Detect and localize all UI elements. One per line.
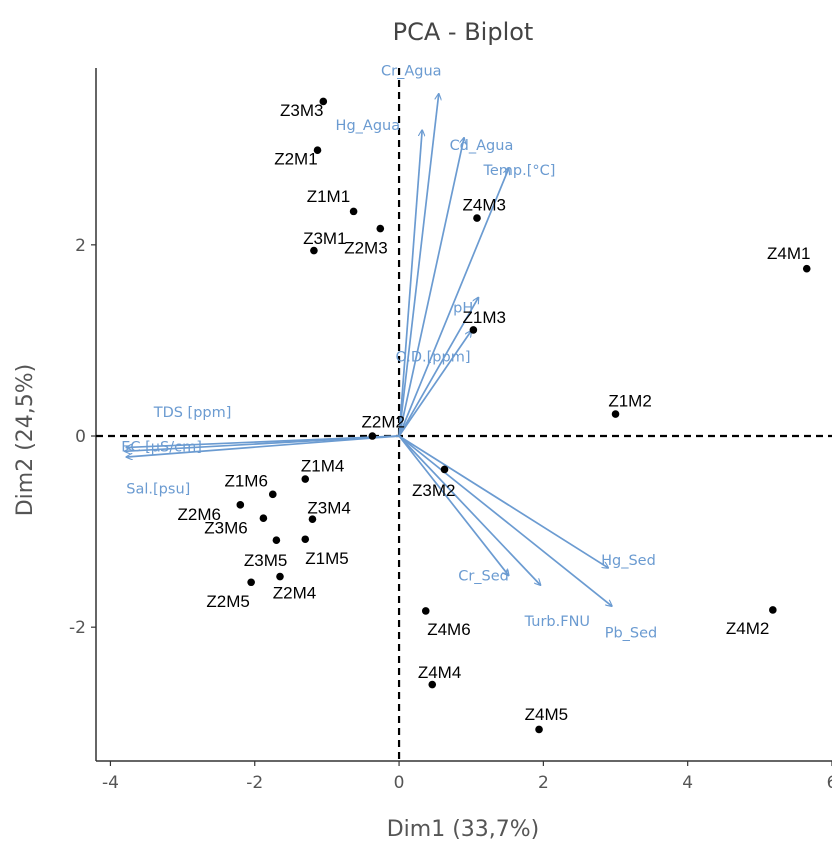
data-point	[376, 224, 385, 233]
point-label: Z4M1	[767, 244, 810, 263]
x-tick-label: -2	[246, 773, 263, 793]
variable-arrow	[398, 331, 471, 437]
data-point	[308, 515, 317, 523]
point-label: Z1M2	[608, 391, 651, 410]
variable-arrow	[126, 435, 400, 457]
plot-area: -4 -2 0 2 4 6 -2 0 2 Cr_Agua Hg_Agua Cd_Agua Temp.[°…	[69, 64, 832, 793]
point-label: Z3M4	[307, 498, 350, 517]
variable-arrow	[125, 435, 400, 451]
point-label: Z1M3	[463, 308, 506, 327]
point-label: Z2M1	[274, 150, 317, 169]
variable-label: Pb_Sed	[605, 626, 658, 642]
variable-label: O.D.[ppm]	[395, 349, 470, 365]
y-tick-label: 2	[75, 236, 86, 256]
data-point	[769, 606, 777, 614]
variable-label: Hg_Agua	[336, 118, 401, 134]
y-axis-title: Dim2 (24,5%)	[13, 364, 38, 517]
variable-label: TDS [ppm]	[153, 405, 232, 421]
point-label: Z3M3	[280, 101, 323, 120]
point-label: Z4M4	[418, 663, 461, 682]
data-point	[247, 578, 255, 587]
data-point	[301, 475, 310, 483]
variable-arrow	[398, 435, 612, 606]
data-point	[802, 264, 811, 273]
y-tick-label: -2	[69, 618, 86, 638]
data-point	[268, 490, 277, 499]
x-axis-title: Dim1 (33,7%)	[387, 817, 540, 842]
data-point	[473, 214, 481, 222]
variable-arrow	[398, 435, 608, 568]
variable-label: Sal.[psu]	[126, 481, 190, 497]
variable-arrow	[398, 94, 439, 437]
point-label: Z2M5	[206, 592, 249, 611]
data-point	[440, 465, 449, 474]
variable-label: Cr_Sed	[458, 568, 509, 584]
data-point	[535, 725, 543, 734]
variable-label: EC [µS/cm]	[121, 439, 202, 455]
point-label: Z3M2	[412, 481, 455, 500]
y-tick-label: 0	[75, 427, 86, 447]
x-tick-label: -4	[102, 773, 119, 793]
variable-label: Turb.FNU	[524, 614, 590, 630]
x-tick-label: 2	[538, 773, 549, 793]
data-point	[236, 501, 245, 509]
point-label: Z3M6	[204, 519, 247, 538]
point-label: Z3M1	[303, 229, 346, 248]
chart-title: PCA - Biplot	[393, 18, 534, 46]
point-label: Z4M5	[525, 705, 568, 724]
data-point	[319, 97, 328, 106]
variable-label: Cr_Agua	[381, 64, 442, 80]
point-label: Z4M2	[726, 619, 769, 638]
point-label: Z3M5	[244, 551, 287, 570]
data-point	[611, 410, 620, 418]
data-point	[349, 207, 358, 216]
point-label: Z4M6	[427, 620, 470, 639]
data-point	[368, 432, 377, 440]
variable-arrow	[398, 435, 509, 576]
data-point	[421, 607, 430, 615]
data-point	[428, 680, 437, 689]
variable-arrow	[398, 168, 509, 437]
point-label: Z1M5	[305, 549, 348, 568]
data-point	[276, 572, 284, 581]
variable-arrow	[398, 130, 422, 437]
data-point	[272, 536, 281, 544]
variable-label: Cd_Agua	[450, 138, 514, 154]
data-point	[310, 246, 318, 255]
point-label: Z1M6	[224, 472, 267, 491]
point-label: Z2M2	[362, 412, 405, 431]
point-label: Z2M4	[273, 584, 316, 603]
x-tick-label: 0	[394, 773, 405, 793]
variable-arrow	[398, 297, 478, 437]
point-label: Z2M3	[344, 238, 387, 257]
data-point	[313, 146, 322, 155]
variable-label: pH	[453, 301, 473, 317]
variable-arrow	[398, 435, 540, 585]
point-label: Z4M3	[463, 195, 506, 214]
data-point	[301, 535, 310, 544]
point-label: Z1M4	[301, 456, 344, 475]
point-label: Z1M1	[307, 187, 350, 206]
variable-label: Hg_Sed	[601, 553, 656, 569]
data-point	[469, 326, 478, 334]
variable-label: Temp.[°C]	[482, 163, 555, 179]
x-tick-label: 6	[827, 773, 832, 793]
point-label: Z2M6	[178, 505, 221, 524]
x-tick-label: 4	[682, 773, 693, 793]
data-point	[259, 514, 268, 523]
variable-arrow	[398, 138, 464, 437]
